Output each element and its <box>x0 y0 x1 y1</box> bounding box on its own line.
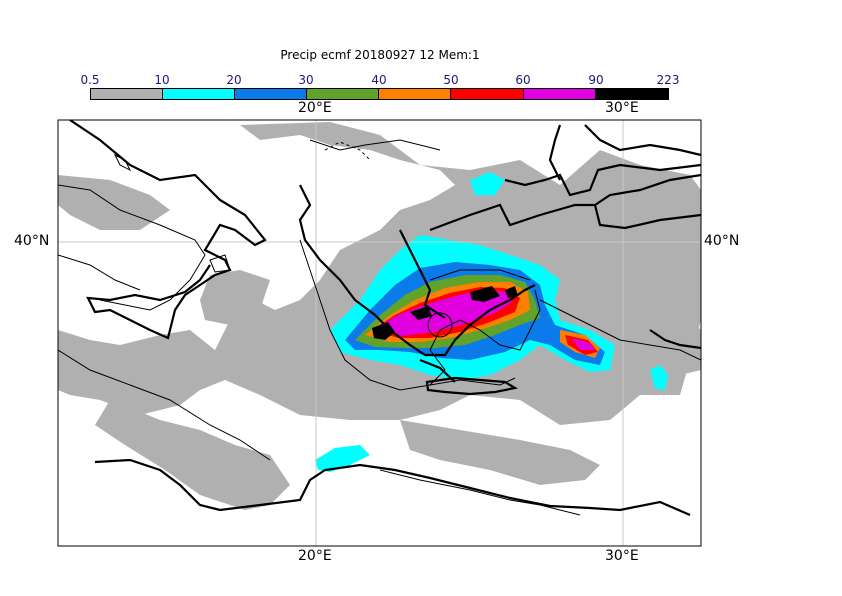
precip-area-cyan <box>650 365 668 390</box>
colorbar-label: 60 <box>515 73 531 87</box>
precip-area-black <box>372 322 395 340</box>
precip-area-light <box>200 270 270 325</box>
precip-area-light <box>58 175 170 230</box>
contour-line <box>584 124 701 157</box>
precip-area-cyan <box>470 172 505 195</box>
precip-area-light <box>400 420 600 485</box>
contour-line <box>593 204 701 230</box>
contour-line <box>399 229 446 319</box>
border-dashed <box>324 141 371 161</box>
contour-line <box>425 376 519 396</box>
map-title: Precip ecmf 20180927 12 Mem:1 <box>280 48 480 62</box>
contour-line <box>649 329 701 350</box>
precip-area-black <box>505 286 518 298</box>
coastline <box>299 239 541 391</box>
precip-area-magenta <box>572 338 595 350</box>
colorbar-label: 10 <box>154 73 170 87</box>
colorbar-label: 40 <box>371 73 387 87</box>
bottom-lon-label-30: 30°E <box>605 548 639 564</box>
colorbar-label: 50 <box>443 73 459 87</box>
contour-line <box>94 458 691 517</box>
contour-line <box>548 124 562 181</box>
precip-field <box>58 122 701 510</box>
colorbar-label: 223 <box>656 73 680 87</box>
colorbar-bin-8 <box>595 88 669 100</box>
bottom-lon-label-20: 20°E <box>298 548 332 564</box>
colorbar-label: 30 <box>298 73 314 87</box>
top-lon-label-30: 30°E <box>605 100 639 116</box>
contour-line <box>298 184 536 357</box>
map-frame <box>57 119 702 547</box>
contour-line <box>69 120 267 340</box>
contour-line <box>504 163 701 197</box>
precip-area-black <box>410 306 432 320</box>
precip-area-black <box>470 286 500 302</box>
coastline <box>58 254 141 291</box>
colorbar-label: 90 <box>588 73 604 87</box>
coastline <box>429 269 531 281</box>
colorbar-label: 20 <box>226 73 242 87</box>
coastline <box>539 299 701 361</box>
precip-area-cyan <box>315 445 370 472</box>
coastline <box>58 184 206 311</box>
precip-area-light <box>95 400 290 510</box>
contour-line <box>429 173 701 232</box>
island-outline <box>427 312 453 338</box>
colorbar-label: 0.5 <box>80 73 100 87</box>
coastline <box>309 139 441 151</box>
contours <box>69 120 701 517</box>
contour-line <box>419 358 456 383</box>
coastline <box>379 469 581 516</box>
coastline <box>58 349 271 461</box>
left-lat-label: 40°N <box>14 233 50 249</box>
right-lat-label: 40°N <box>704 233 740 249</box>
top-lon-label-20: 20°E <box>298 100 332 116</box>
coastlines <box>58 139 701 516</box>
coastline <box>429 377 516 386</box>
